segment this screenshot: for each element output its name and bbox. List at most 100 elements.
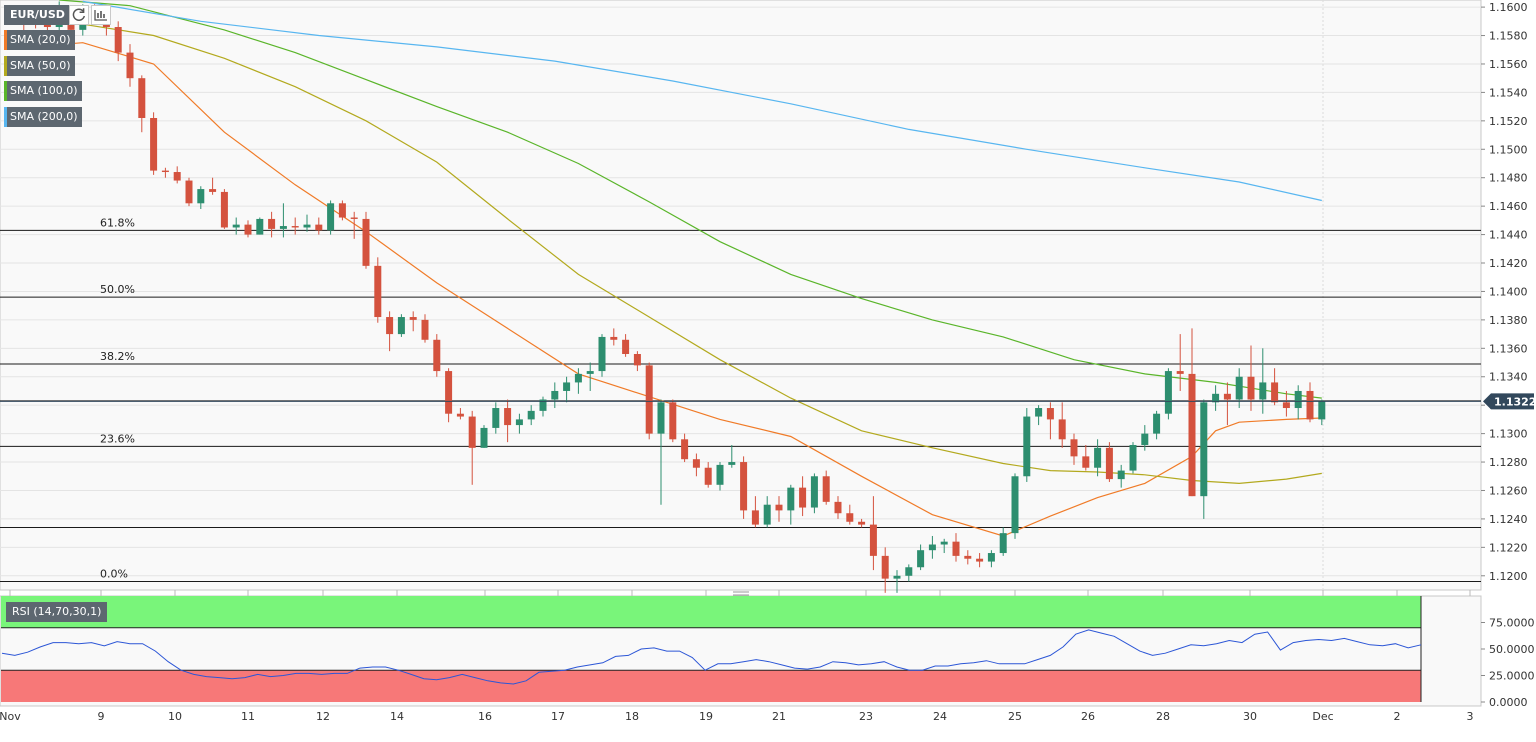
rsi-overbought-zone bbox=[1, 596, 1421, 628]
candle-body bbox=[386, 317, 394, 335]
candle-body bbox=[633, 354, 641, 366]
candle-body bbox=[150, 118, 158, 171]
candle-body bbox=[480, 427, 488, 448]
sma200-legend[interactable]: SMA (200,0) bbox=[4, 107, 82, 127]
x-tick-label: 25 bbox=[1008, 710, 1022, 723]
sma100-legend[interactable]: SMA (100,0) bbox=[4, 81, 82, 101]
x-tick-label: 30 bbox=[1243, 710, 1257, 723]
x-tick-label: 14 bbox=[390, 710, 404, 723]
symbol-label[interactable]: EUR/USD bbox=[4, 5, 71, 25]
candle-body bbox=[338, 203, 346, 218]
candle-body bbox=[952, 541, 960, 556]
candle-body bbox=[964, 555, 972, 559]
candle-body bbox=[681, 439, 689, 460]
candle-body bbox=[1070, 439, 1078, 457]
candle-body bbox=[515, 419, 523, 426]
candle-body bbox=[704, 467, 712, 485]
y-tick-label: 1.1500 bbox=[1489, 143, 1528, 156]
sma20-legend[interactable]: SMA (20,0) bbox=[4, 30, 75, 50]
candle-body bbox=[999, 533, 1007, 554]
candle-body bbox=[456, 413, 464, 417]
candle-body bbox=[869, 524, 877, 556]
y-tick-label: 1.1460 bbox=[1489, 200, 1528, 213]
candle-body bbox=[858, 521, 866, 525]
x-tick-label: 23 bbox=[859, 710, 873, 723]
candle-body bbox=[1259, 382, 1267, 400]
candle-body bbox=[220, 191, 228, 228]
candle-body bbox=[810, 476, 818, 508]
candle-body bbox=[1306, 390, 1314, 420]
candle-body bbox=[1117, 470, 1125, 480]
y-tick-label: 1.1380 bbox=[1489, 314, 1528, 327]
candle-body bbox=[327, 203, 335, 231]
y-tick-label: 1.1260 bbox=[1489, 484, 1528, 497]
candle-body bbox=[740, 462, 748, 511]
x-tick-label: 26 bbox=[1081, 710, 1095, 723]
candle-body bbox=[846, 513, 854, 522]
x-tick-label: 19 bbox=[699, 710, 713, 723]
candle-body bbox=[1188, 373, 1196, 497]
date-axis[interactable]: Nov 9 10 11 12 14 16 17 18 19 21 23 24 25 26 28 30 Dec 2 3 bbox=[0, 590, 1474, 723]
candle-body bbox=[492, 408, 500, 428]
candle-body bbox=[917, 550, 925, 568]
x-tick-label: 18 bbox=[625, 710, 639, 723]
candle-body bbox=[161, 170, 169, 173]
indicators-button[interactable] bbox=[91, 5, 111, 25]
candle-body bbox=[1223, 393, 1231, 400]
refresh-icon bbox=[72, 8, 86, 21]
candle-body bbox=[763, 504, 771, 525]
candle-body bbox=[834, 501, 842, 514]
candle-body bbox=[775, 504, 783, 511]
candle-body bbox=[504, 408, 512, 426]
candle-body bbox=[173, 172, 181, 181]
candle-body bbox=[421, 319, 429, 340]
grid-lines bbox=[0, 0, 1481, 590]
x-tick-label: 2 bbox=[1394, 710, 1401, 723]
candle-body bbox=[1176, 371, 1184, 374]
rsi-tick-label: 0.0000 bbox=[1489, 696, 1528, 709]
sma50-legend[interactable]: SMA (50,0) bbox=[4, 56, 75, 76]
candle-body bbox=[586, 371, 594, 374]
candle-body bbox=[303, 224, 311, 228]
candle-body bbox=[1058, 419, 1066, 440]
rsi-oversold-zone bbox=[1, 670, 1421, 702]
candle-body bbox=[657, 402, 665, 434]
sma100-swatch bbox=[4, 81, 7, 101]
candle-body bbox=[822, 476, 830, 502]
sma20-swatch bbox=[4, 30, 7, 50]
candle-body bbox=[645, 365, 653, 434]
candle-body bbox=[1105, 447, 1113, 480]
price-axis[interactable]: 1.1600 1.1580 1.1560 1.1540 1.1520 1.1500 1.14… bbox=[0, 1, 1536, 583]
fib-level-label: 61.8% bbox=[100, 216, 135, 229]
pane-resize-handle[interactable] bbox=[733, 591, 749, 596]
candle-body bbox=[799, 487, 807, 508]
x-tick-label: 28 bbox=[1156, 710, 1170, 723]
rsi-legend[interactable]: RSI (14,70,30,1) bbox=[6, 602, 108, 622]
candle-body bbox=[881, 555, 889, 579]
candle-body bbox=[1011, 476, 1019, 534]
refresh-button[interactable] bbox=[69, 5, 89, 25]
sma200-label: SMA (200,0) bbox=[10, 110, 78, 123]
rsi-tick-label: 50.0000 bbox=[1489, 643, 1535, 656]
candle-body bbox=[138, 78, 146, 118]
y-tick-label: 1.1360 bbox=[1489, 342, 1528, 355]
fib-level-label: 23.6% bbox=[100, 432, 135, 445]
y-tick-label: 1.1600 bbox=[1489, 1, 1528, 14]
candle-body bbox=[1153, 413, 1161, 434]
candle-body bbox=[1035, 408, 1043, 417]
candle-body bbox=[527, 410, 535, 420]
candle-body bbox=[669, 402, 677, 440]
candle-body bbox=[397, 317, 405, 335]
y-tick-label: 1.1300 bbox=[1489, 428, 1528, 441]
y-tick-label: 1.1540 bbox=[1489, 86, 1528, 99]
candle-body bbox=[574, 373, 582, 383]
x-tick-label: Dec bbox=[1312, 710, 1333, 723]
candle-body bbox=[751, 510, 759, 525]
candle-body bbox=[905, 567, 913, 576]
candle-body bbox=[787, 487, 795, 511]
candle-body bbox=[1094, 447, 1102, 468]
candle-body bbox=[610, 336, 618, 340]
